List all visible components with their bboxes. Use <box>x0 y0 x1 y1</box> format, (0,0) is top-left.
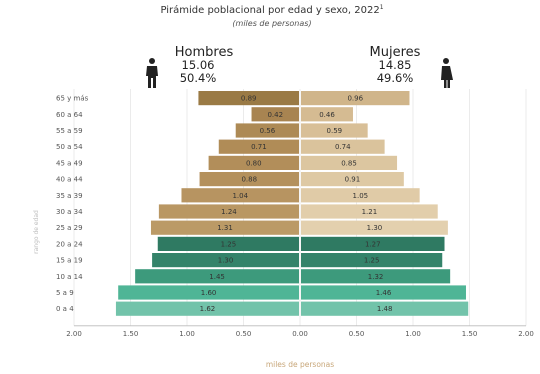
data-label-mujeres: 0.96 <box>347 95 363 103</box>
data-label-hombres: 1.60 <box>201 289 217 297</box>
data-label-hombres: 0.56 <box>260 127 276 135</box>
bar-mujeres <box>301 269 451 284</box>
data-label-mujeres: 1.21 <box>362 208 378 216</box>
bar-mujeres <box>301 236 445 251</box>
bar-mujeres <box>301 155 398 170</box>
bar-mujeres <box>301 253 443 268</box>
x-tick-label: 1.50 <box>462 330 478 338</box>
chart-subtitle: (miles de personas) <box>232 19 311 28</box>
data-label-mujeres: 1.05 <box>353 192 369 200</box>
bar-mujeres <box>301 139 385 154</box>
bar-hombres <box>135 269 299 284</box>
bar-mujeres <box>301 204 438 219</box>
data-label-hombres: 1.25 <box>221 240 237 248</box>
data-label-mujeres: 1.27 <box>365 240 381 248</box>
data-label-mujeres: 1.25 <box>364 257 380 265</box>
data-label-mujeres: 1.30 <box>367 224 383 232</box>
x-tick-label: 0.50 <box>349 330 365 338</box>
hombres-total: 15.06 <box>182 58 215 72</box>
data-label-mujeres: 0.91 <box>345 176 361 184</box>
bar-hombres <box>218 139 299 154</box>
bar-hombres <box>118 285 299 300</box>
bar-hombres <box>152 253 299 268</box>
bar-hombres <box>115 301 299 316</box>
data-label-hombres: 0.89 <box>241 95 257 103</box>
bar-mujeres <box>301 285 466 300</box>
data-label-mujeres: 0.74 <box>335 143 351 151</box>
data-label-mujeres: 0.85 <box>341 159 357 167</box>
data-label-hombres: 0.80 <box>246 159 262 167</box>
mujeres-share: 49.6% <box>377 71 414 85</box>
x-tick-label: 1.00 <box>405 330 421 338</box>
bar-mujeres <box>301 107 353 122</box>
bar-hombres <box>235 123 299 138</box>
mujeres-total: 14.85 <box>379 58 412 72</box>
hombres-share: 50.4% <box>180 71 217 85</box>
bar-hombres <box>208 155 299 170</box>
data-label-hombres: 1.62 <box>200 305 216 313</box>
x-axis-label: miles de personas <box>266 360 334 369</box>
mujeres-label: Mujeres <box>370 45 421 60</box>
bar-mujeres <box>301 188 420 203</box>
bar-mujeres <box>301 91 410 106</box>
x-tick-label: 1.50 <box>123 330 139 338</box>
age-group-label: 10 a 14 <box>56 273 83 281</box>
data-label-hombres: 1.24 <box>221 208 237 216</box>
bar-hombres <box>198 91 299 106</box>
age-group-label: 5 a 9 <box>56 289 74 297</box>
data-label-hombres: 0.88 <box>241 176 257 184</box>
age-group-label: 60 a 64 <box>56 111 83 119</box>
data-label-hombres: 1.30 <box>218 257 234 265</box>
x-tick-label: 0.00 <box>292 330 308 338</box>
age-group-label: 0 a 4 <box>56 305 74 313</box>
x-axis: 2.00 1.50 1.00 0.50 0.00 0.50 1.00 1.50 2.00 <box>66 325 534 338</box>
age-group-label: 55 a 59 <box>56 127 83 135</box>
bar-mujeres <box>301 301 469 316</box>
x-tick-label: 2.00 <box>66 330 82 338</box>
bar-hombres <box>199 172 299 187</box>
age-group-label: 35 a 39 <box>56 192 83 200</box>
y-axis-label: rango de edad <box>33 210 40 254</box>
bar-mujeres <box>301 123 368 138</box>
data-label-hombres: 0.71 <box>251 143 267 151</box>
bar-hombres <box>158 204 299 219</box>
chart-title: Pirámide poblacional por edad y sexo, 20… <box>160 4 383 16</box>
age-group-label: 30 a 34 <box>56 208 83 216</box>
bar-mujeres <box>301 220 448 235</box>
bar-hombres <box>181 188 299 203</box>
age-group-label: 15 a 19 <box>56 257 83 265</box>
age-group-label: 45 a 49 <box>56 159 83 167</box>
y-axis: 65 y más 60 a 64 55 a 59 50 a 54 45 a 49 40 a… <box>56 95 89 314</box>
x-tick-label: 2.00 <box>518 330 534 338</box>
age-group-label: 65 y más <box>56 95 89 103</box>
bar-hombres <box>150 220 299 235</box>
data-label-hombres: 1.04 <box>232 192 248 200</box>
woman-icon <box>441 58 453 88</box>
data-label-mujeres: 1.48 <box>377 305 393 313</box>
x-tick-label: 0.50 <box>236 330 252 338</box>
data-label-hombres: 1.45 <box>209 273 225 281</box>
bar-hombres <box>251 107 299 122</box>
age-group-label: 20 a 24 <box>56 240 83 248</box>
bar-mujeres <box>301 172 404 187</box>
hombres-label: Hombres <box>175 45 234 60</box>
data-label-mujeres: 0.46 <box>319 111 335 119</box>
age-group-label: 40 a 44 <box>56 176 83 184</box>
data-label-mujeres: 1.46 <box>376 289 392 297</box>
data-label-mujeres: 0.59 <box>327 127 343 135</box>
age-group-label: 25 a 29 <box>56 224 83 232</box>
data-label-mujeres: 1.32 <box>368 273 384 281</box>
data-label-hombres: 0.42 <box>267 111 283 119</box>
man-icon <box>146 58 158 88</box>
bars-layer: 0.89 0.96 0.42 0.46 0.56 0.59 0.71 0.74 0.80 0.85… <box>115 91 469 316</box>
x-tick-label: 1.00 <box>179 330 195 338</box>
data-label-hombres: 1.31 <box>217 224 233 232</box>
age-group-label: 50 a 54 <box>56 143 83 151</box>
bar-hombres <box>157 236 299 251</box>
